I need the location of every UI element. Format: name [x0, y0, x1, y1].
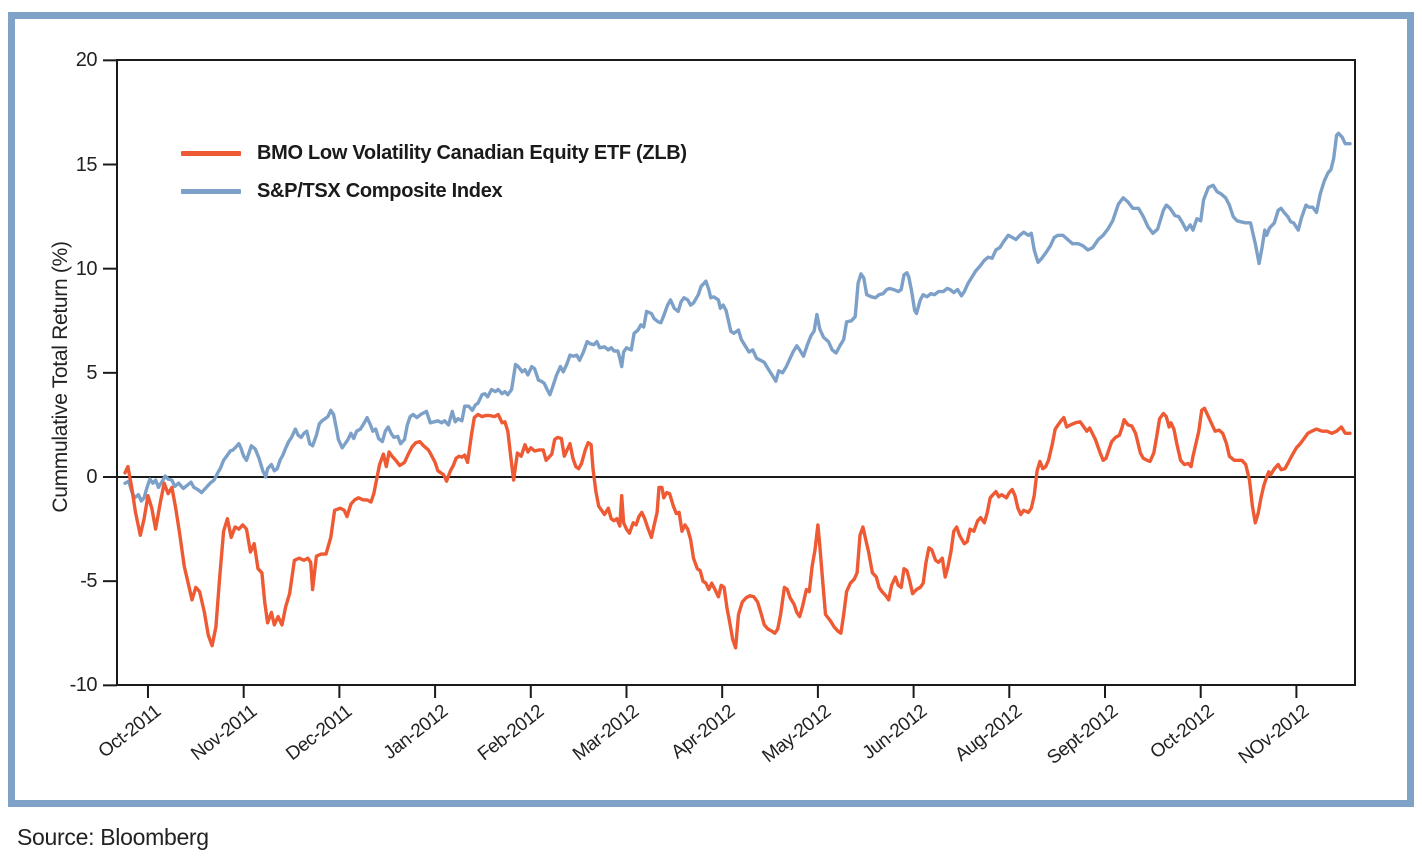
source-note: Source: Bloomberg [17, 824, 209, 850]
y-tick-label: -5 [80, 570, 97, 593]
y-tick-label: 5 [86, 361, 97, 384]
legend-label-tsx: S&P/TSX Composite Index [257, 179, 503, 202]
tsx-line-swatch-icon [181, 188, 241, 194]
y-tick-label: 10 [75, 257, 98, 280]
legend-label-zlb: BMO Low Volatility Canadian Equity ETF (… [257, 141, 687, 164]
legend-item-tsx: S&P/TSX Composite Index [181, 176, 503, 206]
y-tick-label: 0 [86, 466, 97, 488]
y-tick-label: -10 [69, 674, 98, 697]
y-tick-label: 15 [75, 153, 98, 176]
legend-item-zlb: BMO Low Volatility Canadian Equity ETF (… [181, 138, 687, 168]
zlb-line-swatch-icon [181, 150, 241, 156]
chart-border-frame [8, 12, 1414, 807]
y-tick-label: 20 [75, 49, 98, 72]
